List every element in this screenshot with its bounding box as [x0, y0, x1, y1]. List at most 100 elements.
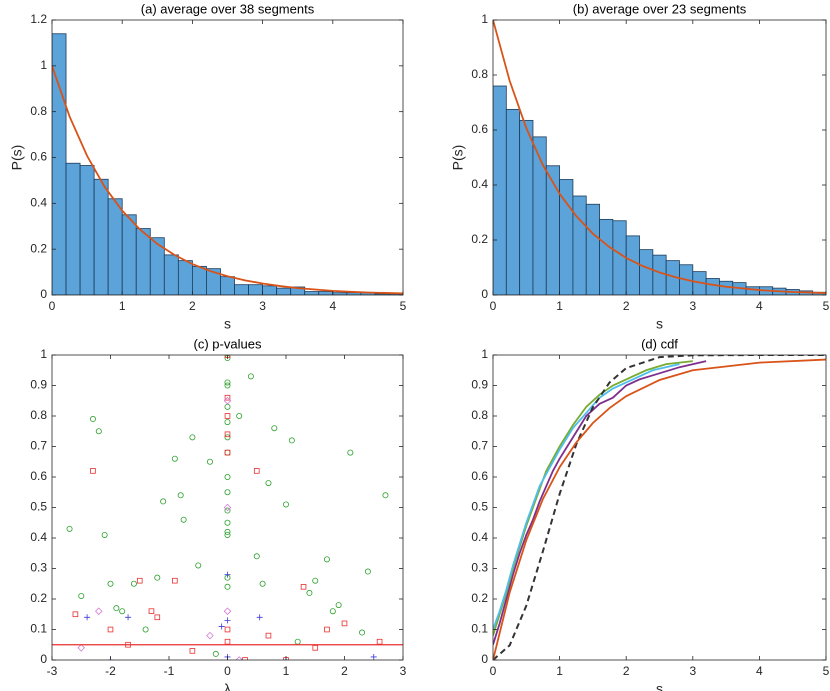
y-tick-label: 1 [40, 347, 47, 361]
marker [224, 379, 231, 386]
bar [163, 254, 179, 295]
bar [585, 203, 600, 295]
y-tick-label: 0.9 [471, 378, 488, 392]
marker [224, 419, 231, 426]
y-tick-label: 1 [40, 58, 47, 72]
y-tick-label: 0.4 [471, 177, 488, 191]
marker [89, 416, 96, 423]
x-tick-label: 0 [49, 299, 56, 313]
y-tick-label: 0 [481, 652, 488, 666]
marker [172, 577, 178, 584]
axes-background [493, 355, 826, 660]
marker [224, 431, 231, 438]
bar [519, 119, 534, 295]
y-axis-label: P(s) [9, 145, 25, 171]
y-tick-label: 0.2 [30, 591, 47, 605]
marker [224, 583, 231, 590]
marker [136, 577, 143, 584]
plot-area [493, 20, 826, 295]
bar [639, 249, 654, 295]
y-tick-label: 0.5 [471, 500, 488, 514]
bar [493, 85, 507, 295]
chart-title: (d) cdf [641, 336, 678, 351]
marker [154, 574, 161, 581]
marker [78, 592, 85, 599]
y-tick-label: 0.2 [471, 232, 488, 246]
x-tick-label: 5 [823, 664, 830, 678]
plot-area [493, 355, 826, 660]
marker [84, 614, 91, 621]
marker [223, 503, 232, 512]
x-tick-label: 2 [341, 664, 348, 678]
bar [505, 108, 521, 295]
y-tick-label: 0.6 [471, 122, 488, 136]
chart-title: (b) average over 23 segments [573, 1, 747, 16]
marker [341, 620, 348, 627]
marker [189, 434, 196, 441]
bar [545, 165, 561, 295]
bar [135, 228, 151, 295]
marker [224, 382, 231, 389]
marker [370, 653, 377, 660]
marker [223, 396, 232, 405]
bar [532, 136, 547, 295]
x-tick-label: -2 [105, 664, 116, 678]
marker [224, 489, 231, 496]
line [493, 360, 707, 646]
marker [160, 498, 167, 505]
x-tick-label: 0 [490, 664, 497, 678]
marker [335, 602, 342, 609]
x-tick-label: 2 [623, 664, 630, 678]
marker [224, 434, 231, 441]
marker [212, 650, 219, 657]
x-tick-label: 1 [119, 299, 126, 313]
bar [572, 195, 587, 295]
marker [247, 373, 254, 380]
x-tick-label: -3 [47, 664, 58, 678]
marker [101, 531, 108, 538]
marker [359, 629, 366, 636]
x-tick-label: 0 [490, 299, 497, 313]
marker [223, 607, 232, 615]
marker [206, 458, 213, 465]
marker [189, 648, 196, 654]
y-tick-label: 0.4 [30, 530, 47, 544]
y-tick-label: 1.2 [30, 12, 47, 26]
marker [95, 607, 103, 615]
line [493, 358, 826, 660]
marker [95, 428, 102, 435]
bar [191, 265, 207, 295]
marker [256, 614, 263, 621]
y-tick-label: 0.4 [30, 196, 47, 210]
y-tick-label: 0.3 [471, 561, 488, 575]
x-tick-label: 0 [224, 664, 231, 678]
marker [224, 507, 231, 514]
x-tick-label: 4 [756, 664, 763, 678]
x-tick-label: 3 [689, 299, 696, 313]
marker [195, 562, 202, 569]
marker [224, 626, 231, 633]
marker [236, 412, 243, 419]
marker [382, 492, 389, 499]
marker [235, 656, 243, 660]
marker [72, 611, 79, 618]
marker [312, 577, 319, 584]
y-tick-label: 0.6 [30, 469, 47, 483]
marker [288, 437, 295, 444]
y-tick-label: 0.2 [471, 591, 488, 605]
marker [125, 614, 132, 621]
x-tick-label: 3 [259, 299, 266, 313]
x-tick-label: 1 [556, 299, 563, 313]
y-tick-label: 0 [40, 287, 47, 301]
marker [180, 516, 187, 523]
marker [142, 626, 149, 633]
marker [364, 568, 371, 575]
marker [206, 631, 214, 640]
marker [90, 468, 96, 474]
plot-area [52, 20, 403, 295]
marker [271, 425, 278, 432]
marker [113, 605, 120, 612]
y-tick-label: 0.8 [471, 408, 488, 422]
x-tick-label: -1 [164, 664, 175, 678]
